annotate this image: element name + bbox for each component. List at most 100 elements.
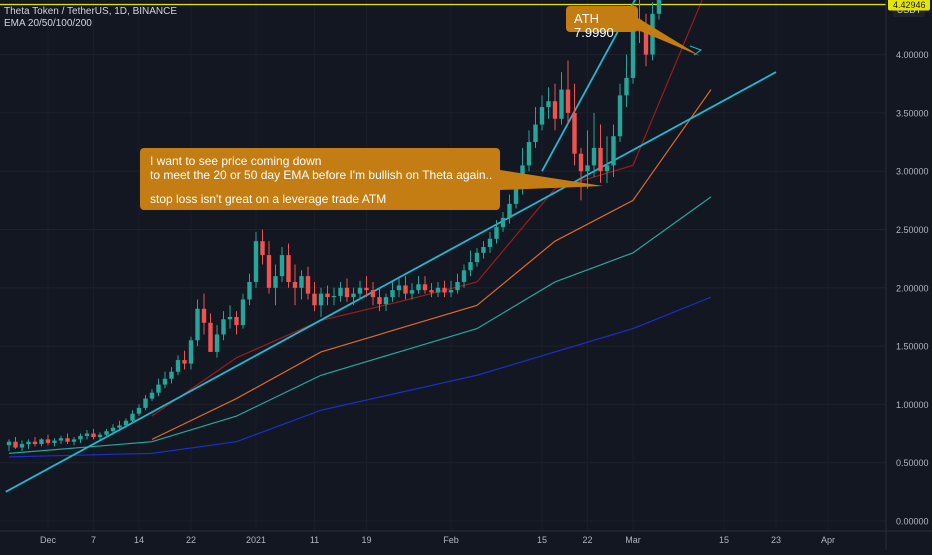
candle-body: [351, 293, 356, 298]
candle-body: [461, 270, 467, 282]
ath-note-pointer: [628, 18, 700, 56]
ema-line-2: [151, 89, 712, 440]
candle-body: [156, 384, 161, 393]
candle-body: [338, 287, 343, 296]
indicator-legend[interactable]: EMA 20/50/100/200: [4, 18, 92, 29]
candle-body: [169, 371, 174, 379]
candle-body: [656, 0, 662, 14]
candle-body: [481, 246, 486, 253]
candle-body: [162, 378, 168, 385]
candle-body: [559, 89, 564, 119]
candle-body: [526, 142, 532, 166]
x-tick-label: 14: [134, 535, 144, 545]
candle-body: [435, 287, 441, 293]
candle-body: [364, 287, 369, 291]
price-badges: 6.7992503:42:326.517654.42946: [888, 0, 930, 11]
candle-body: [26, 441, 31, 445]
x-tick-label: Feb: [443, 535, 459, 545]
candle-body: [84, 433, 90, 436]
candle-body: [214, 334, 220, 352]
x-tick-label: 15: [537, 535, 547, 545]
candle-body: [91, 433, 96, 438]
candle-body: [487, 238, 493, 247]
candle-body: [585, 165, 590, 172]
y-tick-label: 1.00000: [896, 400, 929, 410]
candle-body: [19, 444, 25, 448]
candle-body: [286, 255, 291, 282]
y-tick-label: 0.00000: [896, 517, 929, 527]
horizontal-levels[interactable]: [0, 0, 886, 6]
candle-body: [273, 276, 278, 288]
candle-body: [227, 316, 233, 320]
analysis-note-line-2: to meet the 20 or 50 day EMA before I'm …: [150, 168, 493, 182]
candle-body: [617, 95, 623, 137]
ema-line-3: [8, 196, 712, 454]
ath-note[interactable]: ATH 7.9990: [566, 6, 638, 40]
candle-body: [513, 188, 519, 204]
candle-body: [312, 293, 317, 306]
candle-body: [136, 407, 142, 414]
candle-body: [78, 435, 83, 440]
candle-body: [578, 153, 584, 172]
candle-body: [175, 360, 181, 372]
candle-body: [572, 112, 577, 154]
candle-body: [110, 427, 116, 432]
candle-body: [416, 284, 421, 291]
candle-body: [494, 227, 499, 239]
candle-body: [377, 297, 382, 305]
candle-body: [448, 290, 454, 293]
candle-body: [357, 287, 363, 294]
note-pointers: [500, 18, 703, 190]
candle-body: [344, 287, 350, 298]
candle-body: [292, 281, 298, 288]
candle-body: [221, 319, 226, 335]
candle-body: [474, 252, 480, 263]
candle-body: [429, 290, 434, 293]
x-tick-label: Dec: [40, 535, 57, 545]
x-tick-label: 7: [91, 535, 96, 545]
candle-body: [591, 147, 597, 166]
analysis-note-pointer: [500, 170, 603, 190]
candle-body: [468, 262, 473, 271]
candle-body: [240, 299, 246, 326]
candle-body: [123, 420, 129, 426]
candle-body: [104, 431, 109, 435]
ema-line-4: [8, 296, 712, 458]
analysis-note[interactable]: I want to see price coming down to meet …: [140, 148, 500, 210]
candle-body: [390, 290, 395, 298]
y-tick-label: 4.00000: [896, 50, 929, 60]
candle-body: [208, 322, 213, 352]
candle-body: [598, 147, 603, 172]
candle-body: [643, 31, 649, 55]
candle-body: [565, 89, 571, 113]
x-tick-label: 19: [361, 535, 371, 545]
x-tick-label: Mar: [625, 535, 641, 545]
candle-body: [533, 124, 538, 143]
candle-body: [396, 285, 402, 291]
x-tick-label: 15: [719, 535, 729, 545]
candle-body: [45, 439, 51, 443]
x-tick-label: 22: [186, 535, 196, 545]
trendlines[interactable]: [5, 0, 786, 493]
candle-body: [149, 392, 155, 399]
analysis-note-line-3: stop loss isn't great on a leverage trad…: [150, 192, 387, 206]
candle-body: [455, 281, 460, 291]
candle-body: [52, 440, 57, 443]
candle-body: [611, 136, 616, 166]
candle-body: [13, 441, 18, 448]
candle-body: [58, 438, 64, 441]
candle-body: [266, 255, 272, 288]
y-tick-label: 3.00000: [896, 167, 929, 177]
symbol-title[interactable]: Theta Token / TetherUS, 1D, BINANCE: [4, 6, 178, 17]
candle-body: [383, 297, 389, 305]
x-axis-ticks: Dec 7 14 22 2021 11 19 Feb 15 22 Mar 15 23 Apr: [40, 535, 835, 545]
y-tick-label: 2.50000: [896, 225, 929, 235]
lower-level-badge-bg: [888, 0, 930, 11]
x-tick-label: 2021: [246, 535, 266, 545]
y-tick-label: 3.50000: [896, 108, 929, 118]
lower-level-badge-text: 4.42946: [893, 0, 926, 10]
candle-body: [422, 284, 428, 291]
